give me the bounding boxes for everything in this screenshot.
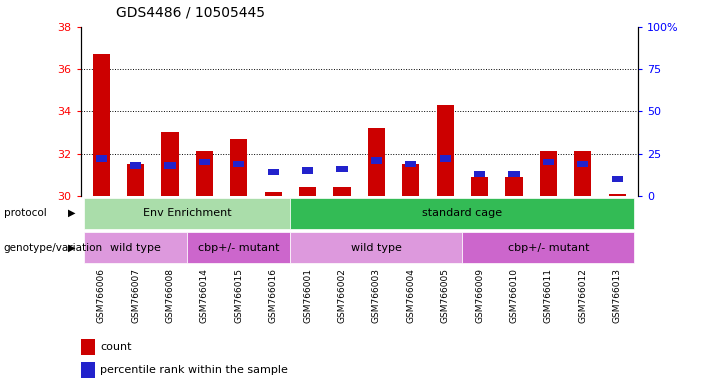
Bar [368, 128, 385, 196]
Bar [608, 194, 626, 196]
Text: percentile rank within the sample: percentile rank within the sample [100, 365, 288, 375]
Bar [543, 159, 554, 165]
Text: GSM766013: GSM766013 [613, 268, 622, 323]
Text: GSM766009: GSM766009 [475, 268, 484, 323]
Bar [265, 192, 282, 196]
Bar [371, 157, 382, 164]
Text: GSM766005: GSM766005 [441, 268, 450, 323]
Text: GSM766012: GSM766012 [578, 268, 587, 323]
FancyBboxPatch shape [290, 232, 463, 263]
FancyBboxPatch shape [463, 232, 634, 263]
FancyBboxPatch shape [84, 232, 187, 263]
Text: protocol: protocol [4, 208, 46, 218]
Bar [437, 105, 454, 196]
Text: GSM766011: GSM766011 [544, 268, 553, 323]
Bar [165, 162, 176, 169]
Text: GSM766015: GSM766015 [234, 268, 243, 323]
Text: GSM766004: GSM766004 [407, 268, 416, 323]
Bar [334, 187, 350, 196]
Bar [402, 164, 419, 196]
FancyBboxPatch shape [290, 197, 634, 228]
Text: genotype/variation: genotype/variation [4, 243, 102, 253]
Bar [233, 161, 245, 167]
Bar [161, 132, 179, 196]
Bar [474, 170, 485, 177]
Bar [95, 156, 107, 162]
Bar [540, 152, 557, 196]
Bar [93, 54, 110, 196]
Bar [81, 339, 95, 355]
Text: GSM766008: GSM766008 [165, 268, 175, 323]
Bar [405, 161, 416, 167]
Text: GDS4486 / 10505445: GDS4486 / 10505445 [116, 5, 265, 19]
Bar [612, 176, 623, 182]
Text: GSM766016: GSM766016 [268, 268, 278, 323]
Text: GSM766003: GSM766003 [372, 268, 381, 323]
Text: wild type: wild type [351, 243, 402, 253]
Bar [505, 177, 523, 196]
Bar [440, 156, 451, 162]
Text: GSM766010: GSM766010 [510, 268, 519, 323]
FancyBboxPatch shape [187, 232, 290, 263]
Bar [130, 162, 141, 169]
Text: GSM766014: GSM766014 [200, 268, 209, 323]
Text: GSM766006: GSM766006 [97, 268, 106, 323]
Bar [302, 167, 313, 174]
Bar [127, 164, 144, 196]
Bar [199, 159, 210, 165]
Text: GSM766007: GSM766007 [131, 268, 140, 323]
Bar [336, 166, 348, 172]
Bar [81, 362, 95, 378]
Bar [574, 152, 592, 196]
Text: standard cage: standard cage [423, 208, 503, 218]
Text: GSM766002: GSM766002 [338, 268, 346, 323]
Text: cbp+/- mutant: cbp+/- mutant [198, 243, 280, 253]
Bar [508, 170, 519, 177]
FancyBboxPatch shape [84, 197, 290, 228]
Bar [230, 139, 247, 196]
Bar [471, 177, 489, 196]
Text: ▶: ▶ [68, 243, 76, 253]
Bar [196, 152, 213, 196]
Bar [578, 161, 588, 167]
Text: count: count [100, 342, 132, 352]
Bar [299, 187, 316, 196]
Bar [268, 169, 279, 175]
Text: ▶: ▶ [68, 208, 76, 218]
Text: cbp+/- mutant: cbp+/- mutant [508, 243, 590, 253]
Text: GSM766001: GSM766001 [303, 268, 312, 323]
Text: Env Enrichment: Env Enrichment [143, 208, 231, 218]
Text: wild type: wild type [110, 243, 161, 253]
